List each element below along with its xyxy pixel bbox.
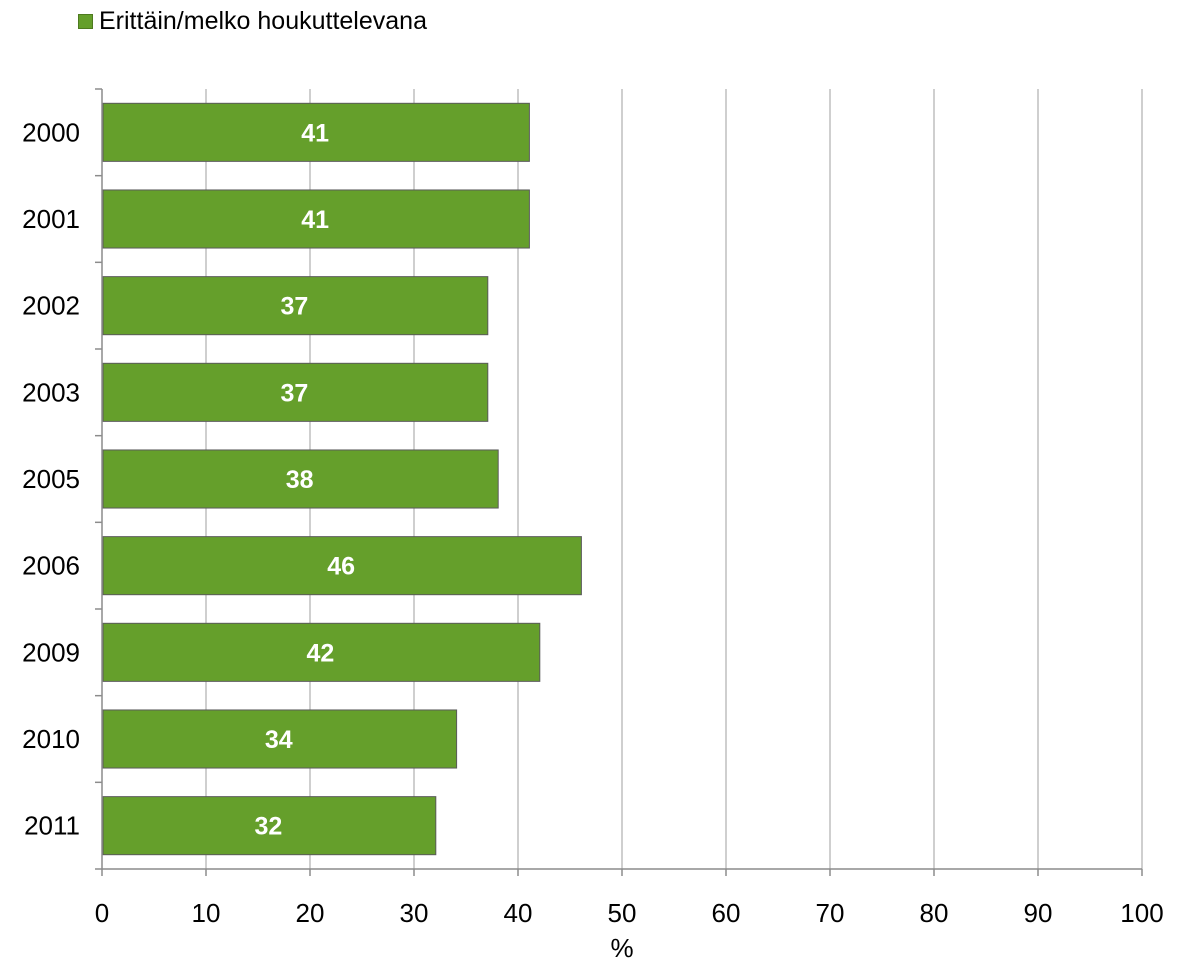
legend: Erittäin/melko houkuttelevana [78, 6, 427, 36]
x-tick-label: 90 [1024, 898, 1053, 928]
y-tick-label: 2010 [22, 724, 80, 754]
data-label: 41 [301, 119, 329, 147]
data-label: 46 [327, 553, 355, 581]
bar-2006 [102, 536, 582, 596]
data-label: 32 [254, 813, 282, 841]
x-tick-label: 80 [920, 898, 949, 928]
x-tick-label: 10 [192, 898, 221, 928]
x-tick-label: 0 [95, 898, 109, 928]
bar-2003 [102, 362, 489, 422]
bar-2010 [102, 709, 458, 769]
legend-swatch [78, 13, 93, 29]
labels: 0 10 20 30 40 50 60 70 80 90 100 41 2000 41 2001 37 2002… [22, 117, 1164, 963]
y-tick-label: 2006 [22, 551, 80, 581]
bars [102, 102, 582, 856]
x-tick-label: 30 [400, 898, 429, 928]
y-tick-label: 2001 [22, 204, 80, 234]
data-label: 37 [280, 379, 308, 407]
x-tick-label: 100 [1120, 898, 1163, 928]
data-label: 37 [280, 293, 308, 321]
bar-2002 [102, 276, 489, 336]
y-tick-label: 2009 [22, 637, 80, 667]
data-label: 38 [286, 466, 314, 494]
x-tick-label: 20 [296, 898, 325, 928]
x-tick-label: 70 [816, 898, 845, 928]
y-tick-label: 2005 [22, 464, 80, 494]
y-tick-label: 2000 [22, 117, 80, 147]
axes [95, 88, 1143, 876]
bar-2000 [102, 102, 530, 162]
y-tick-label: 2011 [24, 811, 80, 841]
data-label: 42 [306, 639, 334, 667]
data-label: 41 [301, 206, 329, 234]
x-tick-label: 50 [608, 898, 637, 928]
bar-2005 [102, 449, 499, 509]
y-tick-label: 2003 [22, 377, 80, 407]
bar-2009 [102, 622, 541, 682]
data-label: 34 [265, 726, 293, 754]
x-tick-label: 40 [504, 898, 533, 928]
y-tick-label: 2002 [22, 291, 80, 321]
legend-label: Erittäin/melko houkuttelevana [99, 6, 427, 35]
x-tick-label: 60 [712, 898, 741, 928]
bar-2011 [102, 796, 437, 856]
bar-2001 [102, 189, 530, 249]
x-axis-label: % [610, 933, 633, 963]
